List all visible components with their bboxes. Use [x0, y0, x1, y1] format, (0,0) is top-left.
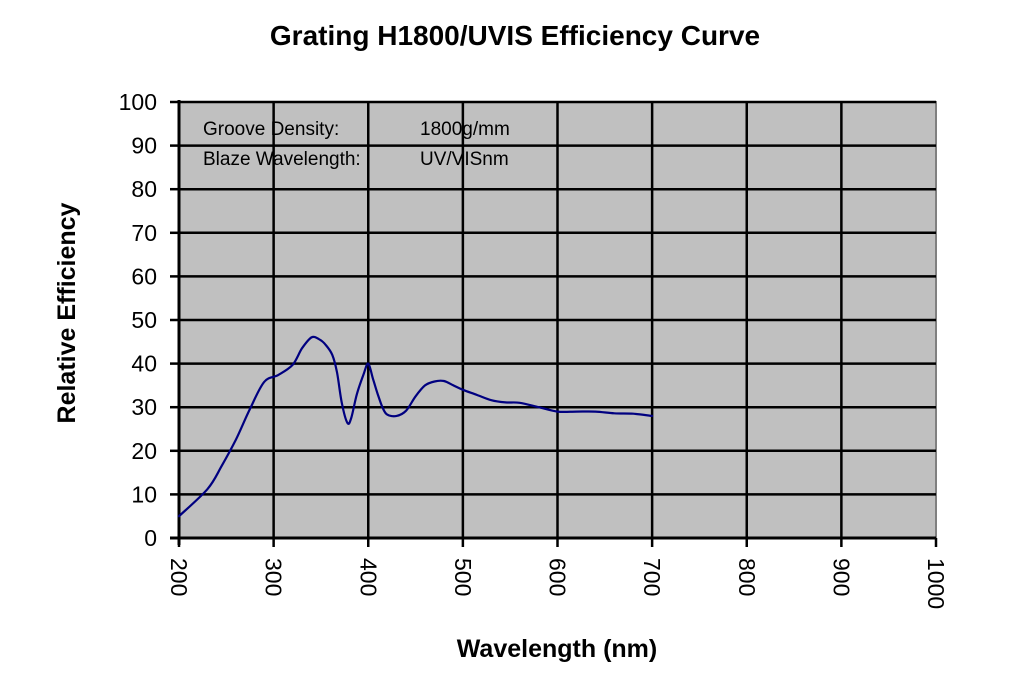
y-tick-label: 40: [131, 351, 157, 377]
x-tick-label: 1000: [923, 558, 949, 609]
y-tick-label: 90: [131, 133, 157, 159]
y-tick-label: 20: [131, 438, 157, 464]
groove-density-value: 1800g/mm: [420, 119, 510, 140]
y-tick-label: 10: [131, 481, 157, 507]
x-tick-label: 500: [450, 558, 476, 596]
y-axis-ticks: 0 10 20 30 40 50 60 70 80 90 100: [119, 89, 179, 551]
y-tick-label: 60: [131, 263, 157, 289]
x-tick-label: 400: [355, 558, 381, 596]
x-axis-label: Wavelength (nm): [457, 635, 657, 663]
y-tick-label: 0: [144, 525, 157, 551]
blaze-wavelength-value: UV/VISnm: [420, 149, 509, 170]
grid-lines: [179, 100, 936, 538]
efficiency-series-line: [177, 335, 654, 518]
blaze-wavelength-label: Blaze Wavelength:: [203, 149, 361, 170]
x-tick-label: 200: [166, 558, 192, 596]
x-tick-label: 800: [734, 558, 760, 596]
annotation-box: Groove Density: 1800g/mm Blaze Wavelengt…: [203, 119, 510, 170]
x-tick-label: 700: [639, 558, 665, 596]
y-tick-label: 80: [131, 176, 157, 202]
chart-title: Grating H1800/UVIS Efficiency Curve: [270, 20, 760, 51]
y-axis-label: Relative Efficiency: [53, 202, 81, 423]
groove-density-label: Groove Density:: [203, 119, 339, 140]
x-tick-label: 300: [261, 558, 287, 596]
y-tick-label: 70: [131, 220, 157, 246]
y-tick-label: 50: [131, 307, 157, 333]
x-tick-label: 600: [545, 558, 571, 596]
y-tick-label: 100: [119, 89, 157, 115]
x-axis-ticks: 200 300 400 500 600 700 800 900 1000: [166, 538, 949, 609]
y-tick-label: 30: [131, 394, 157, 420]
x-tick-label: 900: [828, 558, 854, 596]
